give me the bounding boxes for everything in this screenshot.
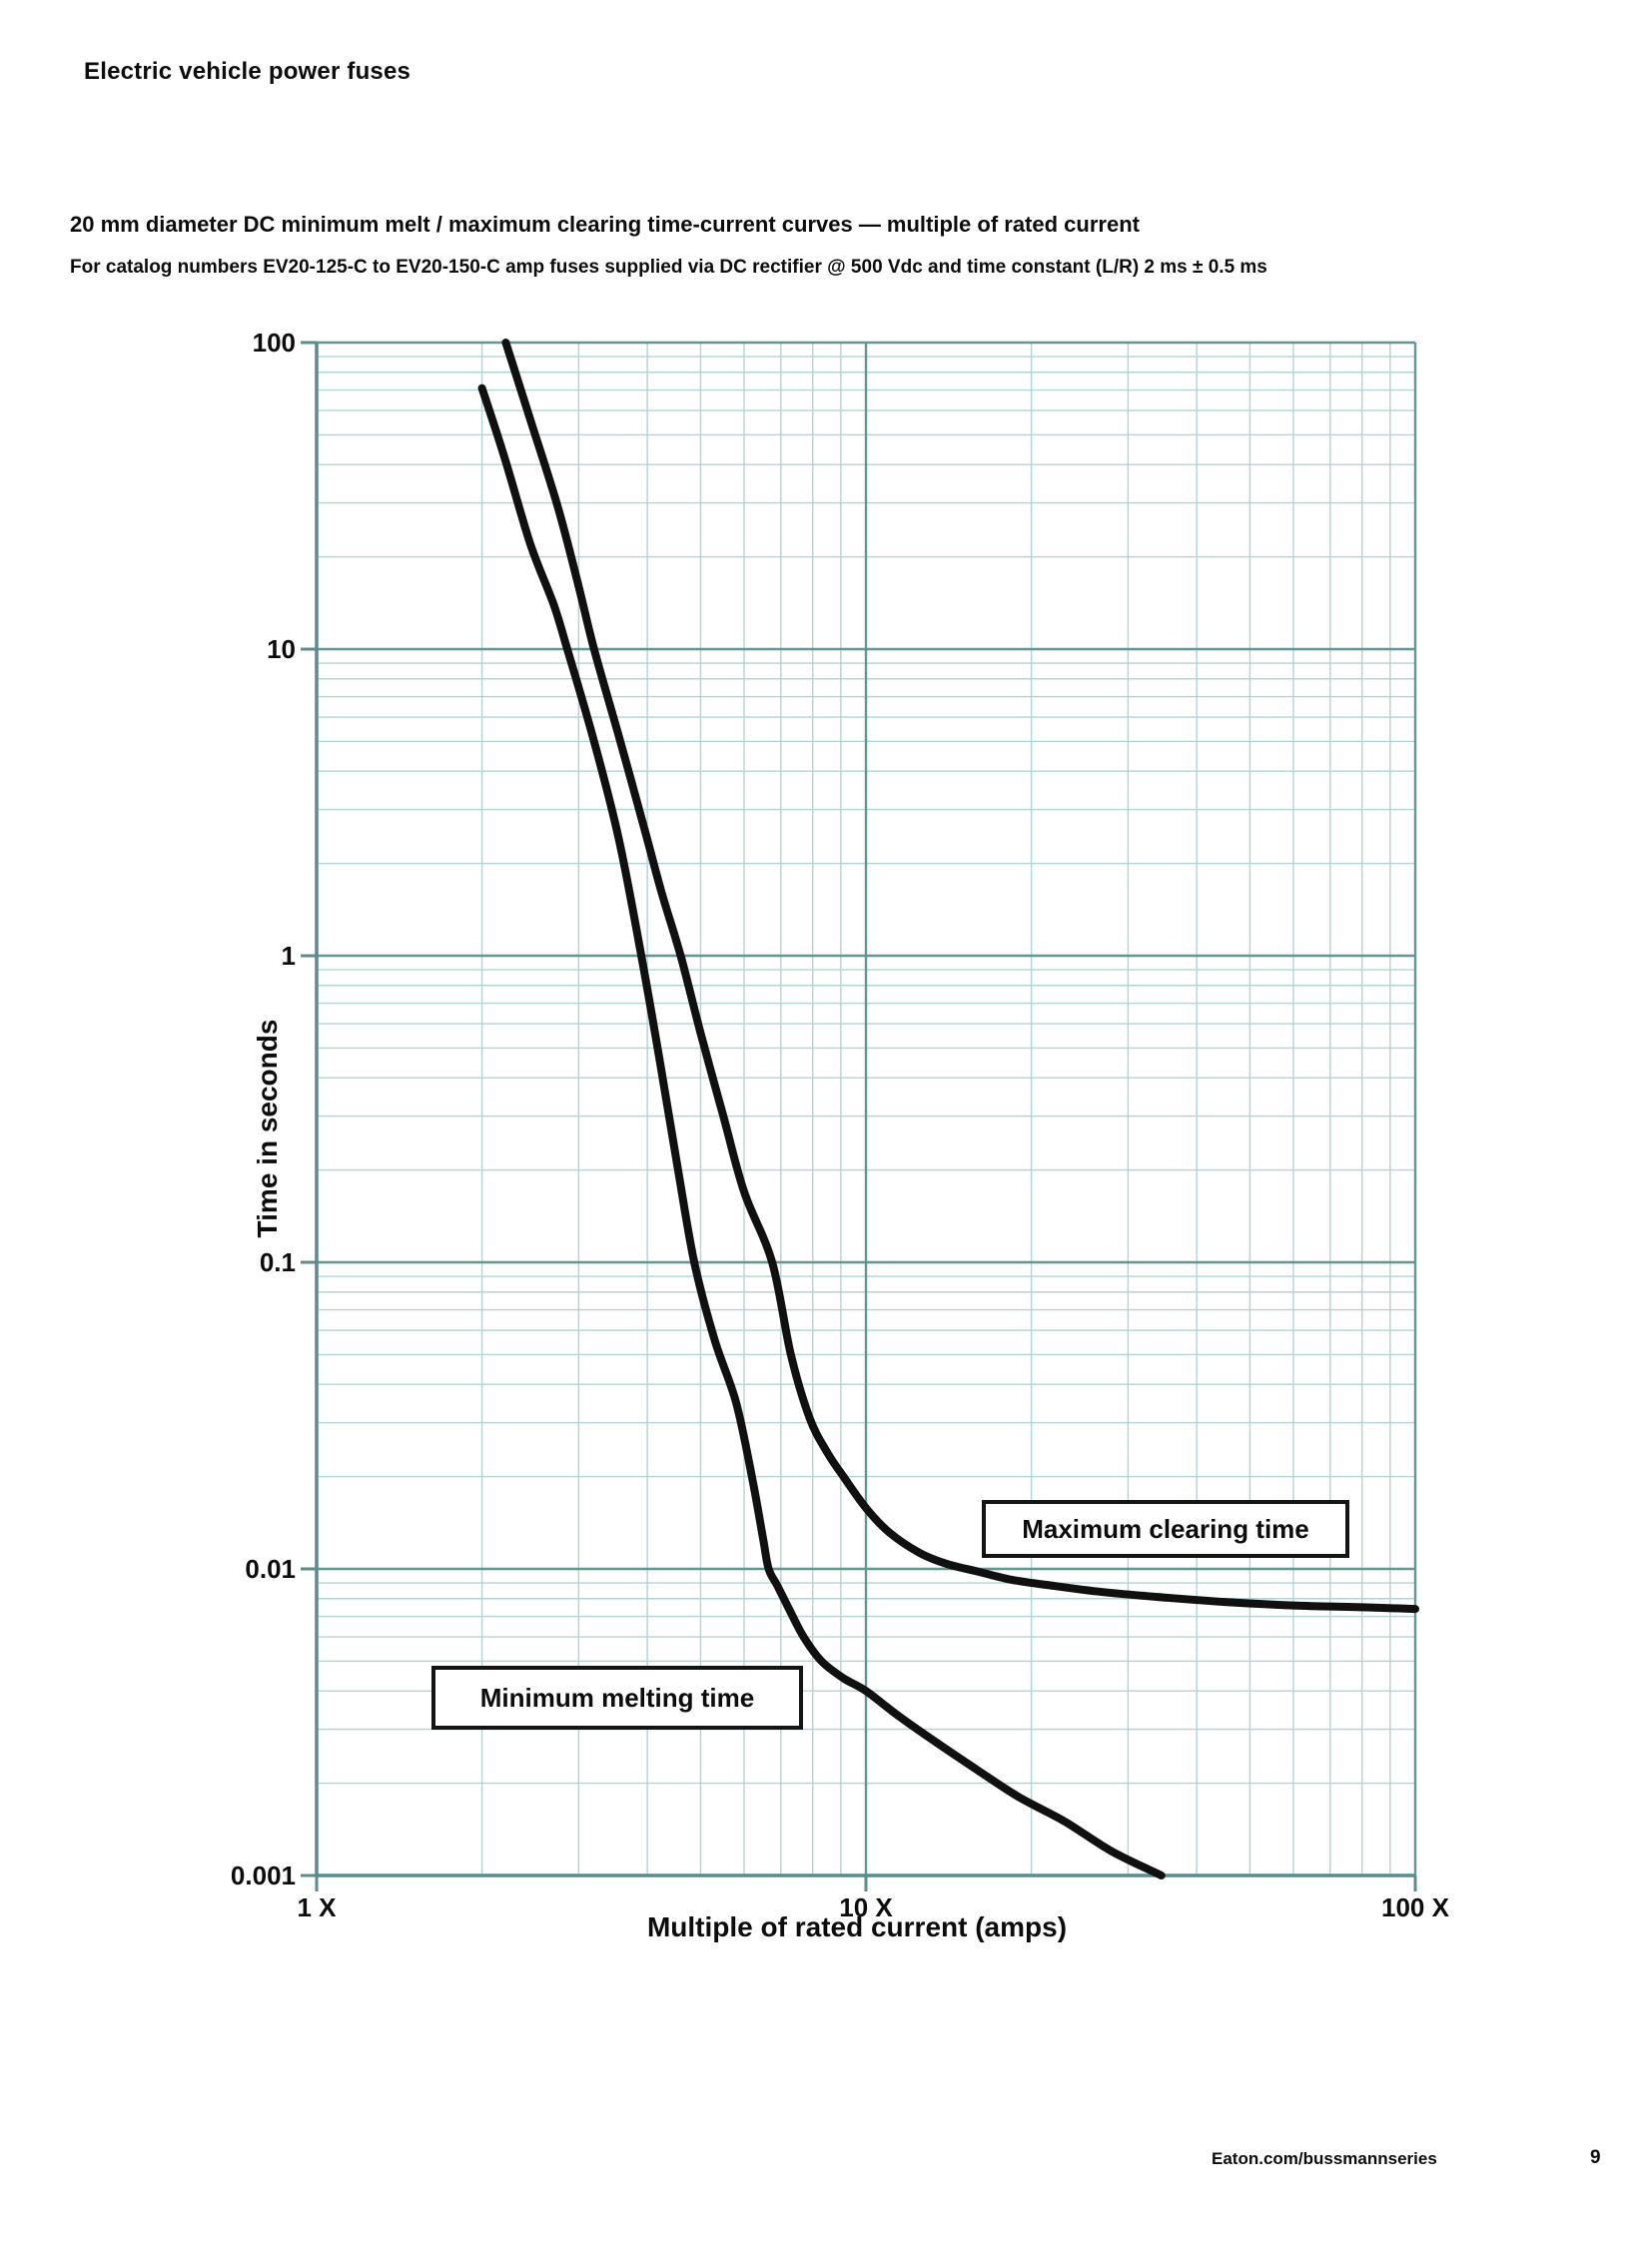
y-axis-tick-label: 0.01 [245, 1554, 296, 1584]
chart-title: 20 mm diameter DC minimum melt / maximum… [70, 212, 1140, 237]
y-axis-tick-label: 1 [281, 941, 296, 971]
footer-website-text: Eaton.com/bussmannseries [1212, 2149, 1437, 2168]
maximum-clearing-time-curve [501, 339, 1419, 1614]
x-axis-tick-label: 100 X [1381, 1892, 1449, 1922]
y-axis-tick-label: 100 [252, 328, 296, 358]
maximum-clearing-time-label-box: Maximum clearing time [982, 1500, 1349, 1558]
chart-subtitle: For catalog numbers EV20-125-C to EV20-1… [70, 257, 1267, 278]
x-axis-title: Multiple of rated current (amps) [646, 1911, 1068, 1942]
y-axis-title: Time in seconds [252, 1019, 283, 1238]
maximum-clearing-time-label: Maximum clearing time [1022, 1513, 1309, 1544]
footer-page-number: 9 [1590, 2147, 1601, 2168]
minimum-melting-time-label-box: Minimum melting time [431, 1666, 803, 1730]
y-axis-tick-label: 10 [267, 634, 296, 664]
x-axis-tick-label: 1 X [297, 1892, 337, 1922]
x-axis-tick-label: 10 X [839, 1892, 893, 1922]
y-axis-tick-label: 0.001 [230, 1861, 296, 1890]
y-axis-tick-label: 0.1 [259, 1247, 296, 1277]
minimum-melting-time-curve [477, 383, 1166, 1879]
time-current-curve-plot [301, 339, 1419, 1891]
page-header-title: Electric vehicle power fuses [84, 58, 412, 85]
minimum-melting-time-label: Minimum melting time [479, 1682, 755, 1713]
